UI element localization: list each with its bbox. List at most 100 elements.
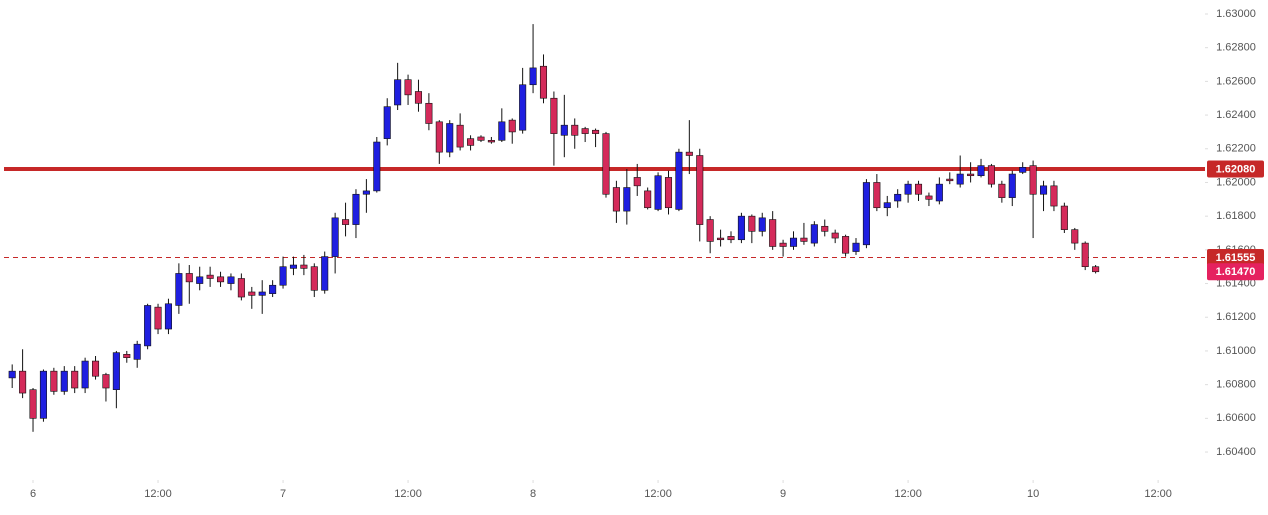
candle-body [39,370,47,419]
candle-body [842,236,850,254]
candle-body [279,266,287,286]
candle-body [810,224,818,244]
candle-body [425,102,433,124]
candle-body [1019,167,1027,173]
candle-body [664,177,673,209]
candle-body [758,217,766,232]
candle-body [821,225,829,232]
candle-body [498,121,506,141]
candle-body [987,165,995,185]
candle-body [800,237,808,242]
y-tick-label: 1.62600 [1216,75,1256,87]
candle-body [1029,165,1037,195]
candle-body [508,119,516,133]
x-tick-label: 12:00 [394,488,422,500]
y-tick-label: 1.60400 [1216,446,1256,458]
candle-body [487,140,495,143]
candle-body [289,264,297,269]
candle-body [1092,266,1100,273]
candle-body [539,65,548,99]
candle-body [352,193,360,225]
candle-body [706,219,714,242]
y-tick-label: 1.61200 [1216,311,1256,323]
price-tag-box [1207,160,1264,178]
candle-body [477,136,485,141]
candle-body [175,273,183,306]
candle-body [435,121,443,153]
candle-body [1060,205,1068,230]
candle-body [644,190,652,209]
candle-body [217,276,225,283]
candle-body [446,123,454,153]
candle-body [967,173,975,177]
candle-body [1008,173,1016,198]
candle-body [862,182,870,246]
candle-body [633,177,641,187]
candle-body [571,124,579,136]
candle-body [467,138,475,146]
candle-body [789,237,798,247]
candle-body [654,175,662,210]
candle-body [748,215,756,232]
candle-body [71,370,79,389]
candle-body [1071,229,1079,244]
candle-body [873,182,881,209]
x-tick-label: 6 [30,488,36,500]
candle-body [1050,185,1058,207]
candle-body [519,84,527,131]
candle-body [310,266,318,291]
x-tick-label: 10 [1027,488,1039,500]
candle-body [914,183,923,195]
candle-body [769,219,777,247]
candle-body [394,79,402,106]
candle-body [362,190,370,195]
candle-body [998,183,1006,198]
y-tick-label: 1.61400 [1216,277,1256,289]
candle-body [102,374,110,389]
y-tick-label: 1.61000 [1216,345,1256,357]
x-tick-label: 8 [530,488,536,500]
candle-body [675,151,683,210]
candle-body [154,306,162,330]
candle-body [727,236,735,241]
candle-body [112,352,120,390]
candle-body [258,291,266,296]
y-tick-label: 1.62400 [1216,109,1256,121]
candle-body [144,305,152,347]
x-tick-label: 7 [280,488,286,500]
candle-body [904,183,912,195]
candle-body [925,195,933,200]
candle-body [248,291,256,296]
candle-body [696,155,704,225]
candle-body [592,129,600,134]
x-tick-label: 12:00 [144,488,172,500]
y-tick-label: 1.62800 [1216,42,1256,54]
candle-body [123,354,131,358]
candle-body [623,187,631,212]
price-tag: 1.61555 [1216,252,1256,264]
candle-body [206,274,214,279]
candle-body [164,303,172,330]
y-tick-label: 1.61800 [1216,210,1256,222]
y-tick-label: 1.60800 [1216,379,1256,391]
candle-body [550,97,558,134]
candle-body [685,151,693,156]
candle-body [404,79,412,96]
candle-body [581,128,589,134]
candle-body [737,215,745,241]
candle-body [8,370,16,379]
candle-body [373,141,381,192]
candle-body [81,360,89,389]
y-tick-label: 1.62000 [1216,176,1256,188]
candle-body [342,219,350,225]
candle-body [383,106,391,139]
candle-body [227,276,235,284]
candle-body [196,276,204,284]
candle-body [19,370,27,394]
price-tag-box [1207,263,1264,281]
price-tag-box [1207,248,1264,266]
x-tick-label: 12:00 [644,488,672,500]
candle-body [602,133,610,195]
